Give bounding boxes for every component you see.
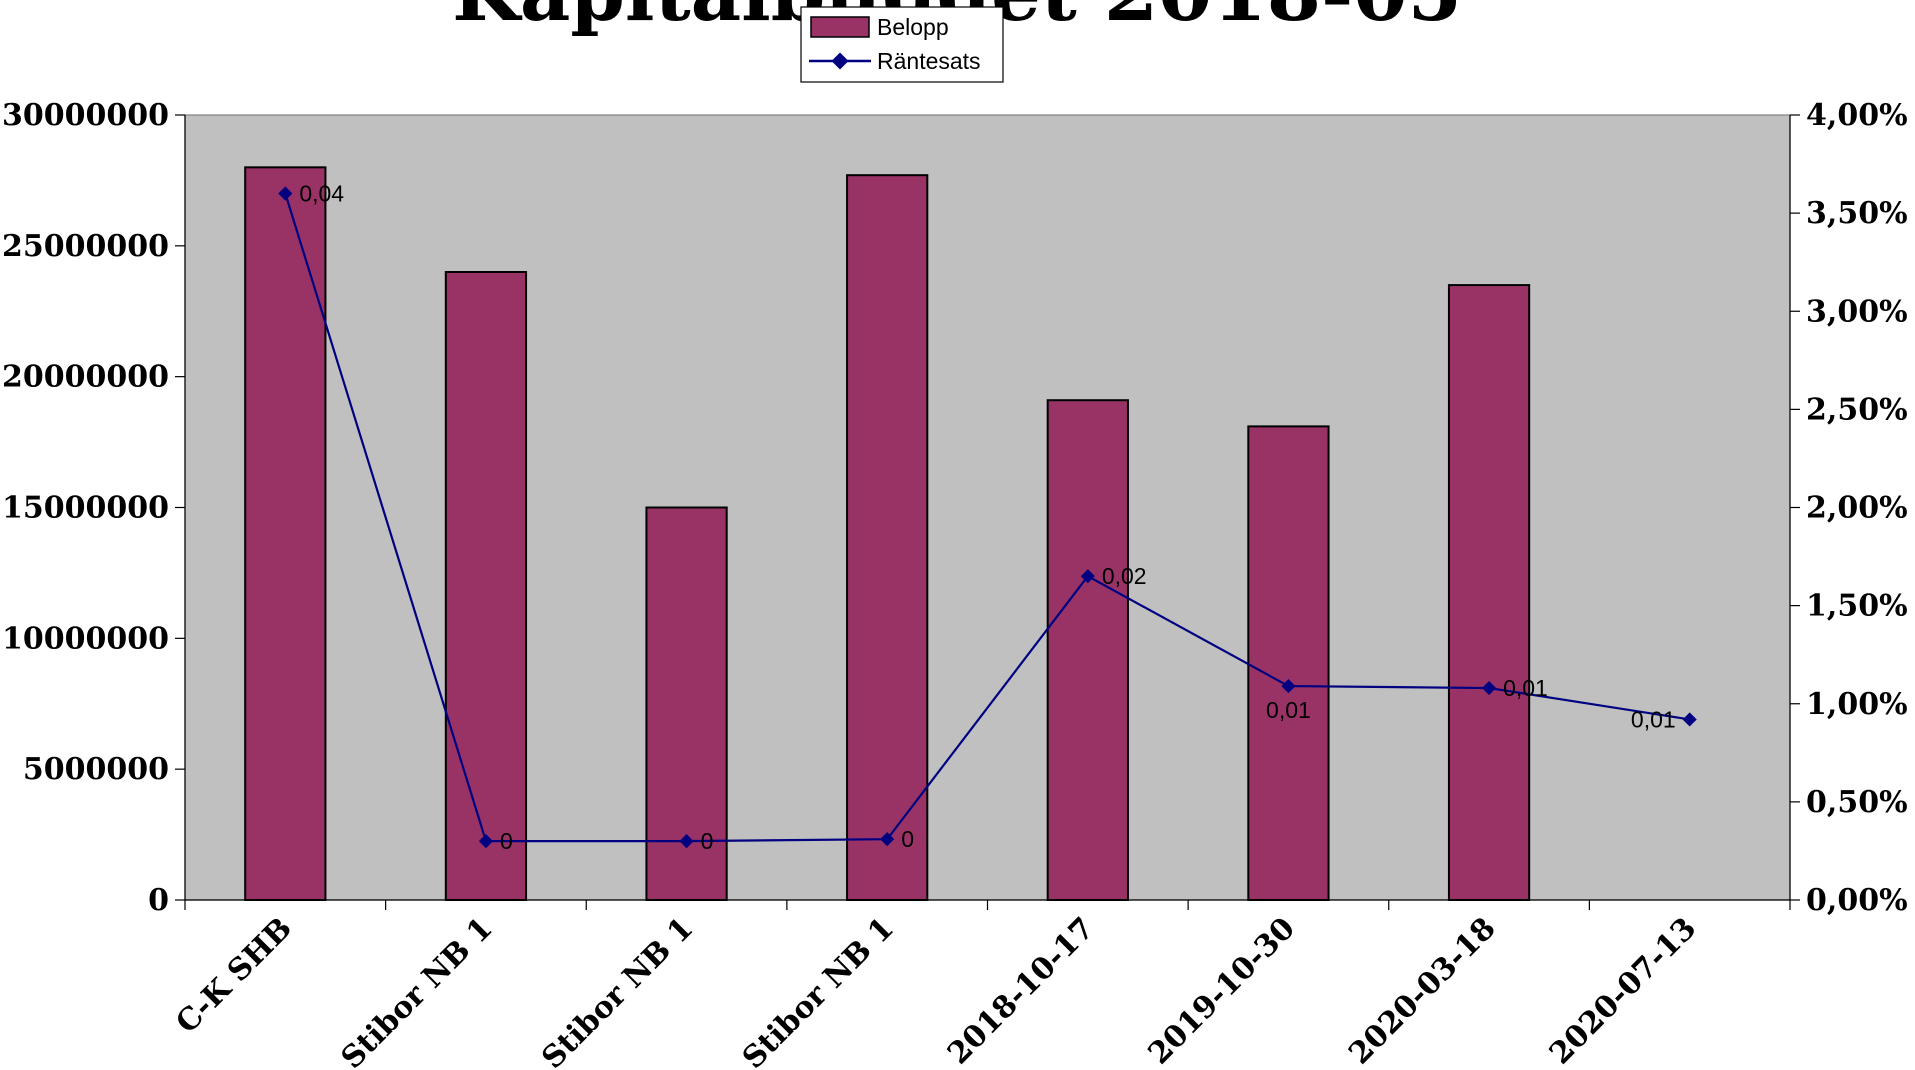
line-data-label: 0,01 bbox=[1266, 697, 1311, 723]
y-right-tick-label: 1,50% bbox=[1806, 589, 1908, 624]
bar bbox=[1046, 399, 1129, 901]
x-tick-label: Stibor NB 1 bbox=[736, 911, 901, 1070]
line-data-label: 0,04 bbox=[299, 181, 344, 207]
y-left-tick-label: 30000000 bbox=[2, 98, 169, 133]
line-point-marker bbox=[478, 834, 494, 849]
y-right-tick-label: 0,00% bbox=[1806, 883, 1908, 918]
y-right-tick-label: 2,50% bbox=[1806, 392, 1908, 427]
line-series-group bbox=[278, 186, 1697, 849]
legend-swatch-belopp bbox=[810, 16, 870, 38]
plot-area bbox=[184, 114, 1791, 901]
line-point-marker bbox=[1682, 712, 1697, 727]
x-tick-label: Stibor NB 1 bbox=[335, 911, 500, 1070]
line-data-label: 0,02 bbox=[1102, 563, 1147, 589]
legend: Belopp Räntesats bbox=[800, 6, 1004, 83]
y-right-tick-label: 0,50% bbox=[1806, 785, 1908, 820]
line-point-marker bbox=[278, 186, 293, 201]
line-point-marker bbox=[1281, 679, 1296, 694]
x-tick-label: 2020-03-18 bbox=[1342, 911, 1502, 1070]
line-data-label: 0,01 bbox=[1503, 675, 1548, 701]
x-tick-label: 2020-07-13 bbox=[1543, 911, 1703, 1070]
line-data-label: 0 bbox=[901, 826, 914, 852]
y-right-tick-label: 1,00% bbox=[1806, 687, 1908, 722]
bar bbox=[1247, 425, 1330, 901]
line-series-path bbox=[284, 193, 1690, 843]
y-right-tick-label: 4,00% bbox=[1806, 98, 1908, 133]
legend-marker-rantesats bbox=[831, 52, 849, 70]
y-right-tick-label: 3,50% bbox=[1806, 196, 1908, 231]
line-data-label: 0 bbox=[701, 828, 714, 854]
x-tick-label: 2019-10-30 bbox=[1142, 911, 1302, 1070]
y-left-tick-label: 10000000 bbox=[2, 621, 169, 656]
y-left-tick-label: 5000000 bbox=[23, 752, 169, 787]
x-tick-label: C-K SHB bbox=[169, 911, 299, 1041]
bar bbox=[846, 174, 929, 901]
line-point-marker bbox=[1481, 680, 1497, 696]
line-data-label: 0 bbox=[500, 828, 513, 854]
legend-label-rantesats: Räntesats bbox=[877, 48, 981, 74]
y-left-tick-label: 20000000 bbox=[2, 360, 169, 395]
x-tick-label: 2018-10-17 bbox=[941, 911, 1101, 1070]
y-left-tick-label: 15000000 bbox=[2, 491, 169, 526]
x-tick-label: Stibor NB 1 bbox=[535, 911, 700, 1070]
legend-label-belopp: Belopp bbox=[877, 14, 949, 40]
bar bbox=[1447, 284, 1531, 902]
line-data-label: 0,01 bbox=[1631, 706, 1676, 732]
line-point-marker bbox=[1080, 569, 1095, 584]
line-point-marker bbox=[880, 832, 895, 847]
y-right-tick-label: 3,00% bbox=[1806, 294, 1908, 329]
y-left-tick-label: 25000000 bbox=[2, 229, 169, 264]
data-label-group: 0,04 0 0 0 0,02 0,01 0,01 0,01 bbox=[299, 181, 1675, 855]
y-left-tick-label: 0 bbox=[148, 883, 169, 918]
y-right-tick-label: 2,00% bbox=[1806, 491, 1908, 526]
line-point-marker bbox=[679, 834, 694, 849]
bar bbox=[444, 271, 528, 901]
bar bbox=[244, 166, 327, 902]
